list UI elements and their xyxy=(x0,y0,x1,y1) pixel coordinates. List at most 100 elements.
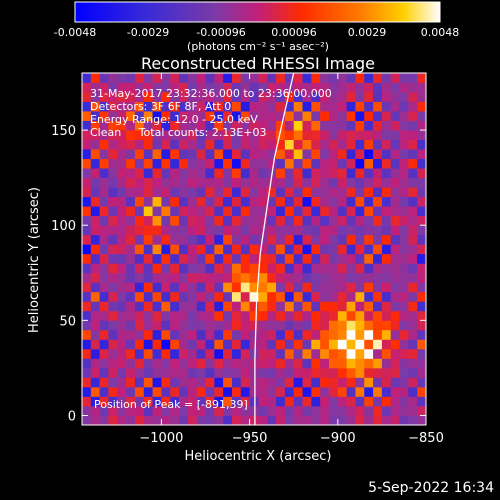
heatmap-cell xyxy=(311,82,321,93)
heatmap-cell xyxy=(240,329,250,340)
heatmap-cell xyxy=(293,253,303,264)
heatmap-cell xyxy=(214,396,224,407)
heatmap-cell xyxy=(276,282,286,293)
heatmap-cell xyxy=(249,225,259,236)
heatmap-cell xyxy=(311,377,321,388)
heatmap-cell xyxy=(373,348,383,359)
heatmap-cell xyxy=(390,377,400,388)
heatmap-cell xyxy=(170,358,180,369)
heatmap-cell xyxy=(399,339,409,350)
heatmap-cell xyxy=(249,263,259,274)
annotation-energy-range: Energy Range: 12.0 - 25.0 keV xyxy=(90,113,258,126)
heatmap-cell xyxy=(205,339,215,350)
heatmap-cell xyxy=(108,348,118,359)
heatmap-cell xyxy=(179,120,189,131)
heatmap-cell xyxy=(240,206,250,217)
heatmap-cell xyxy=(99,244,109,255)
heatmap-cell xyxy=(355,377,365,388)
heatmap-cell xyxy=(355,339,365,350)
heatmap-cell xyxy=(214,92,224,102)
heatmap-cell xyxy=(302,215,312,226)
heatmap-cell xyxy=(108,225,118,236)
heatmap-cell xyxy=(373,168,383,179)
heatmap-cell xyxy=(346,282,356,293)
heatmap-cell xyxy=(231,329,242,340)
heatmap-cell xyxy=(249,415,259,426)
heatmap-cell xyxy=(179,348,189,359)
heatmap-cell xyxy=(143,272,153,283)
heatmap-cell xyxy=(267,348,277,359)
heatmap-cell xyxy=(82,215,92,226)
heatmap-cell xyxy=(161,282,171,293)
heatmap-cell xyxy=(231,177,242,188)
heatmap-cell xyxy=(134,82,145,93)
heatmap-cell xyxy=(117,367,127,378)
heatmap-cell xyxy=(170,415,180,426)
heatmap-cell xyxy=(205,82,215,93)
heatmap-cell xyxy=(196,111,206,121)
heatmap-cell xyxy=(381,405,392,416)
heatmap-cell xyxy=(399,215,409,226)
heatmap-cell xyxy=(417,73,427,83)
heatmap-cell xyxy=(205,377,215,388)
heatmap-cell xyxy=(381,415,392,426)
heatmap-cell xyxy=(284,367,295,378)
heatmap-cell xyxy=(364,158,374,169)
heatmap-cell xyxy=(240,282,250,293)
heatmap-cell xyxy=(355,263,365,274)
heatmap-cell xyxy=(328,82,339,93)
heatmap-cell xyxy=(417,158,427,169)
heatmap-cell xyxy=(311,149,321,160)
heatmap-cell xyxy=(364,339,374,350)
heatmap-cell xyxy=(90,82,101,93)
heatmap-cell xyxy=(179,196,189,207)
heatmap-cell xyxy=(187,215,198,226)
heatmap-cell xyxy=(196,282,206,293)
heatmap-cell xyxy=(90,234,101,245)
heatmap-cell xyxy=(161,405,171,416)
heatmap-cell xyxy=(170,206,180,217)
heatmap-cell xyxy=(134,329,145,340)
heatmap-cell xyxy=(126,301,136,312)
heatmap-cell xyxy=(417,101,427,112)
heatmap-cell xyxy=(223,301,233,312)
heatmap-cell xyxy=(187,92,198,102)
heatmap-cell xyxy=(152,263,162,274)
heatmap-cell xyxy=(143,310,153,321)
heatmap-cell xyxy=(90,244,101,255)
heatmap-cell xyxy=(373,377,383,388)
heatmap-cell xyxy=(161,139,171,150)
heatmap-cell xyxy=(223,310,233,321)
heatmap-cell xyxy=(293,348,303,359)
heatmap-cell xyxy=(276,215,286,226)
heatmap-cell xyxy=(320,92,330,102)
heatmap-cell xyxy=(302,101,312,112)
heatmap-cell xyxy=(346,253,356,264)
heatmap-cell xyxy=(267,310,277,321)
heatmap-cell xyxy=(82,158,92,169)
heatmap-cell xyxy=(258,206,268,217)
heatmap-cell xyxy=(311,139,321,150)
heatmap-cell xyxy=(399,196,409,207)
heatmap-cell xyxy=(390,158,400,169)
heatmap-cell xyxy=(143,158,153,169)
heatmap-cell xyxy=(99,101,109,112)
heatmap-cell xyxy=(214,329,224,340)
heatmap-cell xyxy=(328,386,339,397)
heatmap-cell xyxy=(240,196,250,207)
heatmap-cell xyxy=(134,320,145,331)
heatmap-cell xyxy=(143,244,153,255)
heatmap-cell xyxy=(293,339,303,350)
heatmap-cell xyxy=(152,120,162,131)
heatmap-cell xyxy=(126,396,136,407)
heatmap-cell xyxy=(249,215,259,226)
heatmap-cell xyxy=(90,367,101,378)
heatmap-cell xyxy=(355,329,365,340)
heatmap-cell xyxy=(223,187,233,198)
heatmap-cell xyxy=(311,405,321,416)
x-tick-label: −850 xyxy=(408,431,444,446)
heatmap-cell xyxy=(196,339,206,350)
heatmap-cell xyxy=(373,386,383,397)
heatmap-cell xyxy=(161,120,171,131)
heatmap-cell xyxy=(117,272,127,283)
